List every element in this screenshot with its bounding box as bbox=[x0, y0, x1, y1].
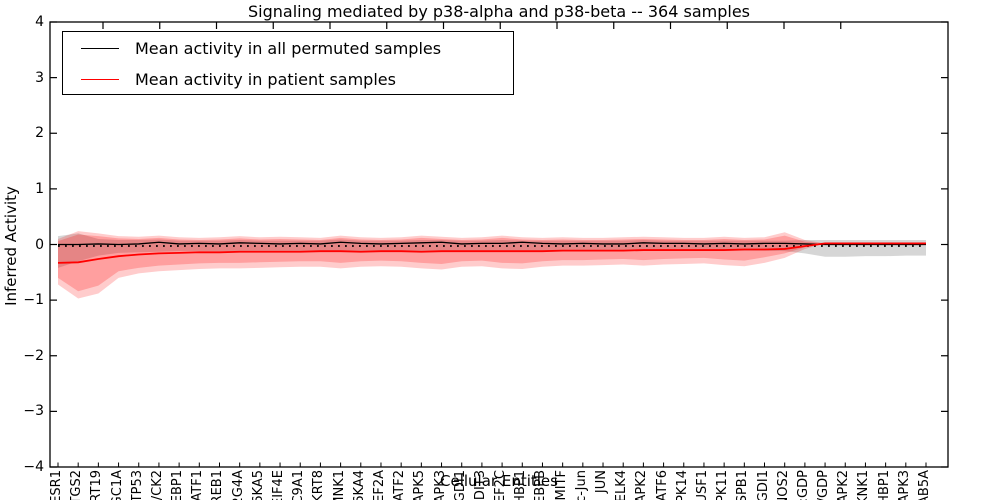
y-tick-label: 3 bbox=[35, 69, 44, 86]
y-tick-label: −3 bbox=[23, 403, 44, 420]
x-tick-label: RPS6KA5 bbox=[250, 470, 266, 500]
x-tick-label: ELK4 bbox=[614, 470, 630, 500]
x-tick-label: MAPKAPK3 bbox=[897, 470, 913, 500]
y-tick-label: 2 bbox=[35, 125, 44, 142]
x-tick-label: MAPKAPK5 bbox=[412, 470, 428, 500]
x-tick-label: ATF2 bbox=[392, 470, 408, 500]
x-tick-label: CREB1 bbox=[210, 470, 226, 500]
x-tick-label: EIF4EBP1 bbox=[170, 470, 186, 500]
x-tick-label: SLC9A1 bbox=[291, 470, 307, 500]
permuted-mean-line bbox=[58, 241, 926, 246]
x-tick-label: HSPB1 bbox=[735, 470, 751, 500]
y-tick-label: 4 bbox=[35, 14, 44, 30]
x-tick-label: TP53 bbox=[129, 470, 145, 500]
legend-label-patient: Mean activity in patient samples bbox=[135, 69, 396, 89]
chart-title: Signaling mediated by p38-alpha and p38-… bbox=[247, 2, 750, 21]
legend-line-sample-red-icon bbox=[81, 78, 119, 80]
x-tick-label: p38alpha-beta/MNK1 bbox=[332, 470, 348, 500]
x-tick-label: p38alpha-beta/MAPKAPK3 bbox=[433, 470, 449, 500]
legend-box: Mean activity in all permuted samples Me… bbox=[62, 31, 514, 95]
x-tick-label: ATF1 bbox=[190, 470, 206, 500]
y-tick-label: 1 bbox=[35, 180, 44, 197]
x-tick-label: EIF4E bbox=[271, 470, 287, 500]
x-tick-label: MEF2A bbox=[371, 470, 387, 500]
x-tick-label: ESR1 bbox=[49, 470, 64, 500]
x-tick-label: RPS6KA4 bbox=[351, 470, 367, 500]
y-tick-label: 0 bbox=[35, 236, 44, 253]
x-tick-label: CEBPB bbox=[533, 470, 549, 500]
x-tick-label: MAPK11 bbox=[715, 470, 731, 500]
patient-mean-line bbox=[57, 242, 926, 264]
x-tick-label: RAB5/GDP bbox=[816, 470, 832, 500]
x-tick-label: p38alpha-beta/CK2 bbox=[150, 470, 166, 500]
x-tick-label: KRT19 bbox=[89, 470, 105, 500]
x-tick-label: DDIT3 bbox=[472, 470, 488, 500]
y-tick-label: −2 bbox=[23, 347, 44, 364]
x-tick-label: MITF bbox=[553, 470, 569, 500]
x-tick-label: MEF2C bbox=[493, 470, 509, 500]
x-tick-label: KRT8 bbox=[311, 470, 327, 500]
x-tick-label: JUN bbox=[594, 470, 610, 494]
y-tick-label: −1 bbox=[23, 292, 44, 309]
legend-item-patient: Mean activity in patient samples bbox=[63, 64, 513, 94]
x-axis-title: Cellular Entities bbox=[440, 472, 558, 490]
x-tick-label: NOS2 bbox=[775, 470, 791, 500]
x-tick-label: MAPK14 bbox=[674, 470, 690, 500]
x-tick-label: ATF6 bbox=[654, 470, 670, 500]
patient-confidence-band-inner bbox=[58, 234, 826, 292]
x-tick-label: PTGS2 bbox=[69, 470, 85, 500]
x-tick-label: p38alpha-beta/MAPKAPK2 bbox=[634, 470, 650, 500]
x-tick-label: mol:GDP bbox=[795, 470, 811, 500]
x-tick-label: RAB5/GDP/GDI1 bbox=[756, 470, 772, 500]
legend-label-permuted: Mean activity in all permuted samples bbox=[135, 38, 442, 58]
y-tick-label: −4 bbox=[23, 459, 44, 475]
legend-item-permuted: Mean activity in all permuted samples bbox=[63, 33, 513, 63]
x-tick-label: GDI1 bbox=[452, 470, 468, 500]
x-tick-label: MAPKAPK2 bbox=[836, 470, 852, 500]
x-tick-label: ATF2/c-Jun bbox=[574, 470, 590, 500]
x-tick-label: RAB5A bbox=[917, 470, 932, 500]
x-tick-label: PPARGC1A bbox=[110, 470, 126, 500]
x-tick-label: PLA2G4A bbox=[230, 470, 246, 500]
x-tick-label: USF1 bbox=[694, 470, 710, 500]
legend-line-sample-black-icon bbox=[81, 47, 119, 49]
x-tick-label: p38alpha-beta/HBP1 bbox=[513, 470, 529, 500]
x-tick-label: HBP1 bbox=[876, 470, 892, 500]
patient-confidence-band-outer bbox=[58, 231, 826, 299]
x-tick-label: MKNK1 bbox=[856, 470, 872, 500]
